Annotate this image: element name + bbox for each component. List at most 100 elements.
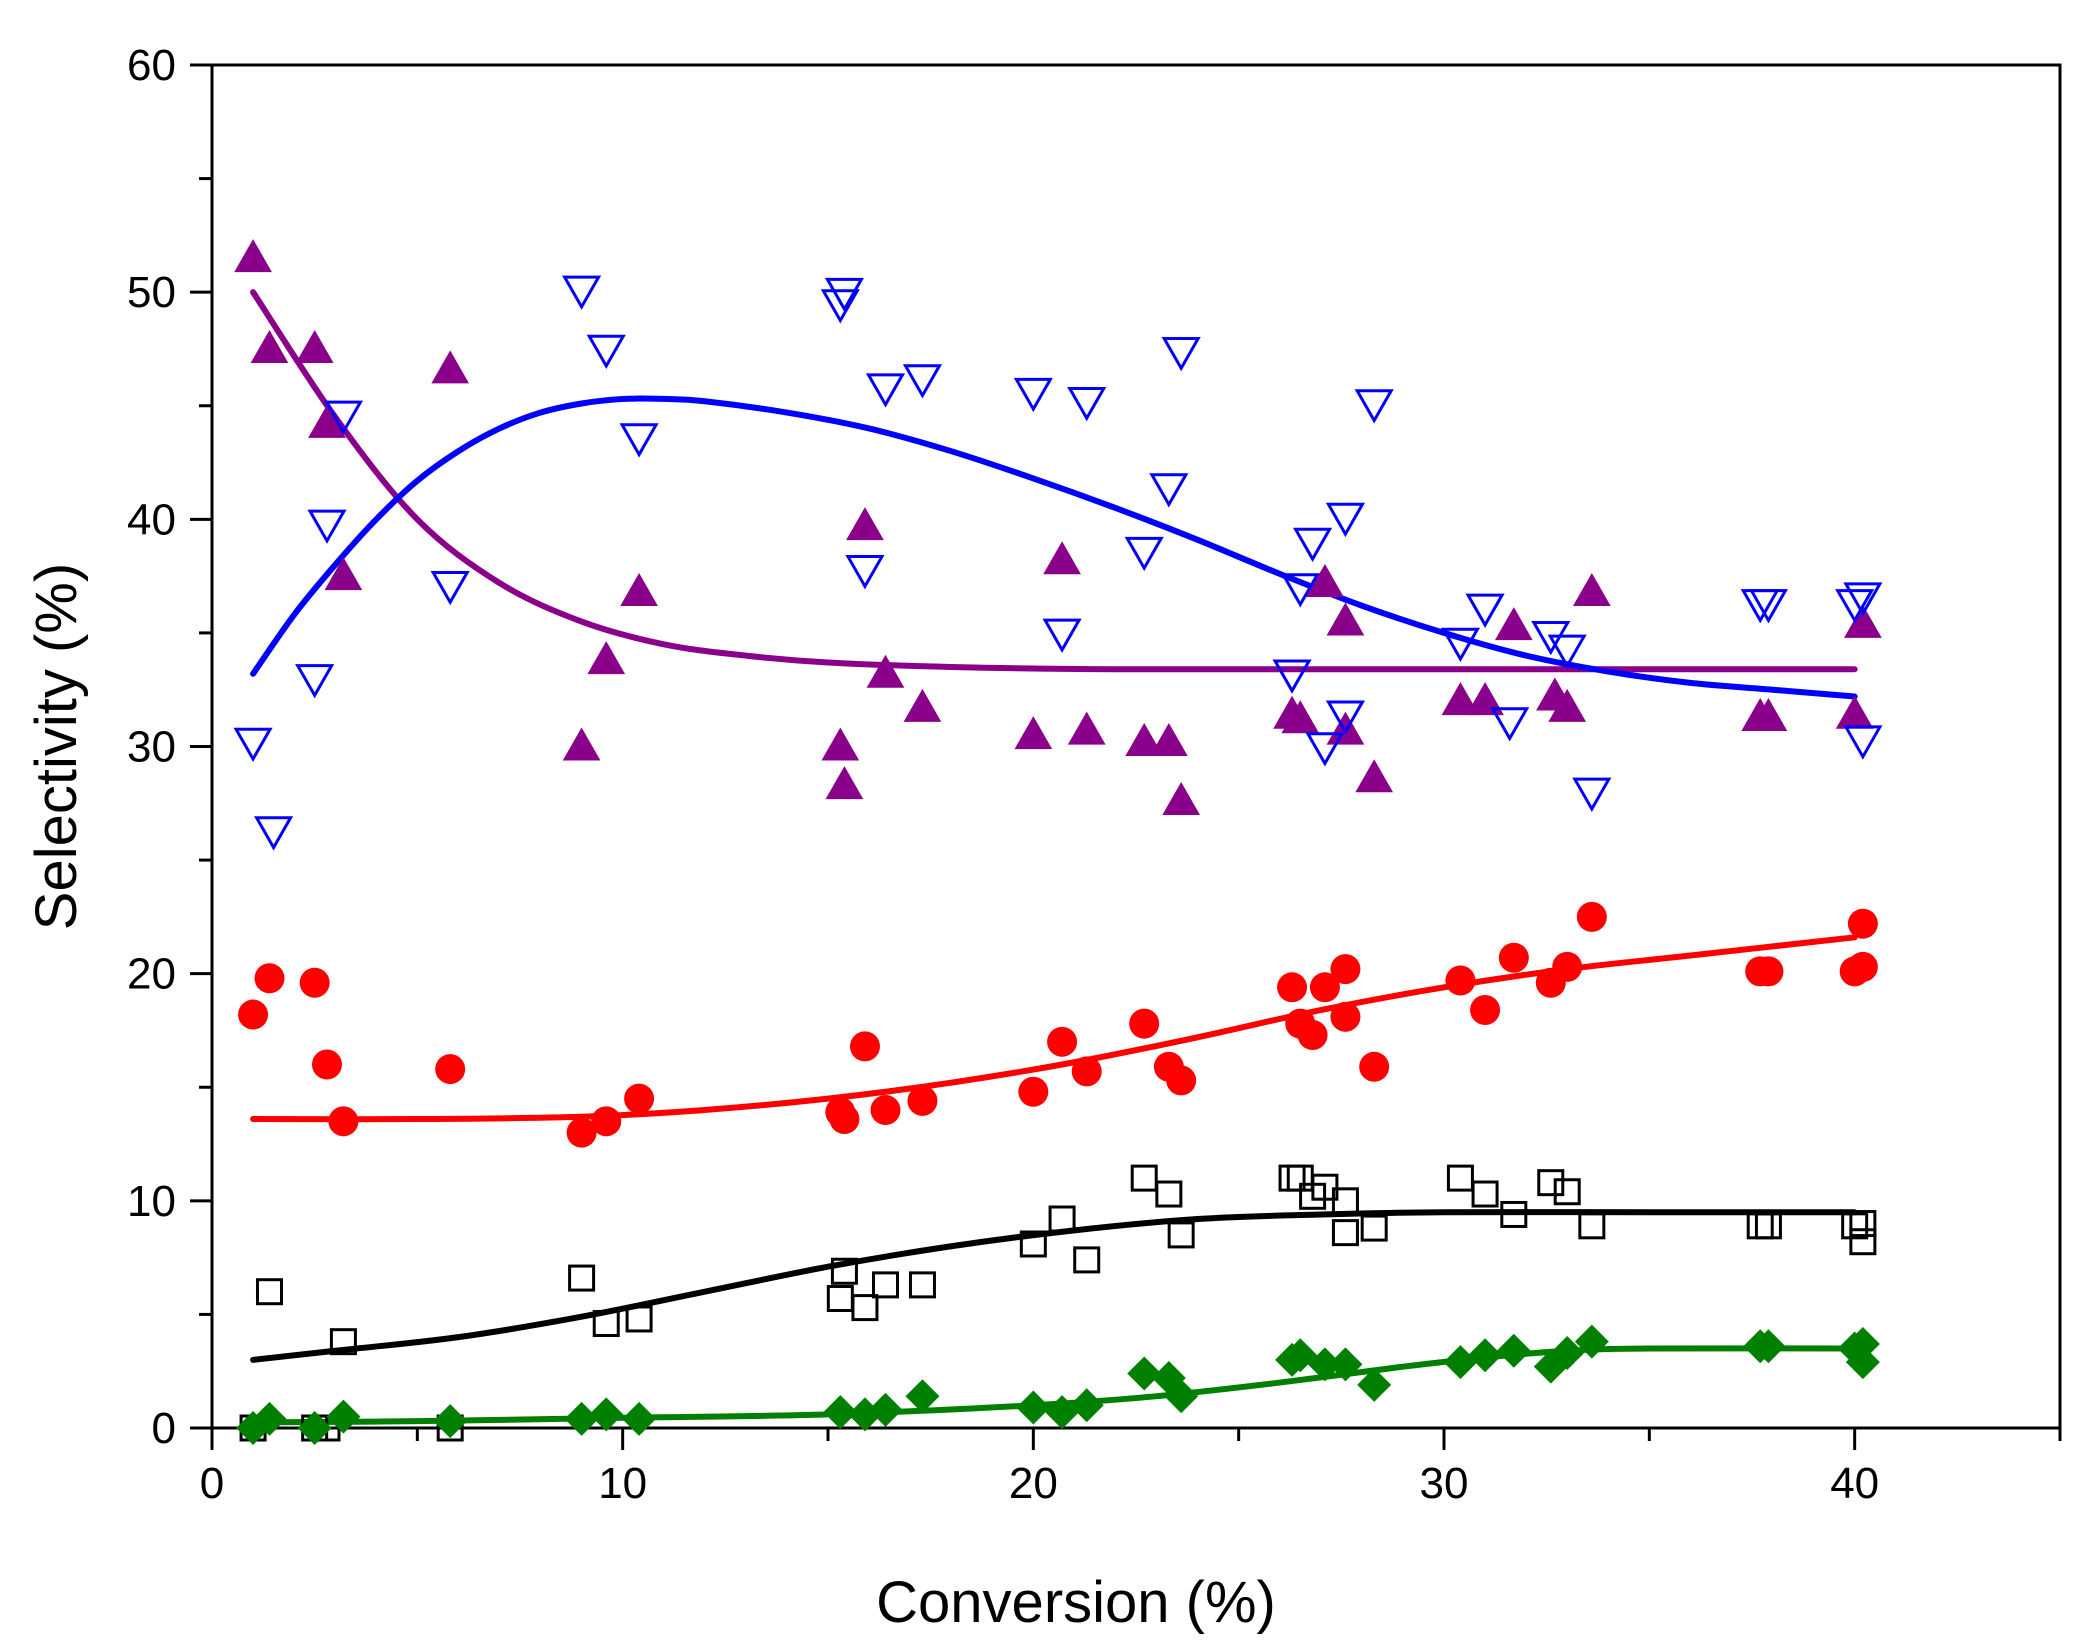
blue-open-inverted-triangle-fit-line <box>250 395 1858 700</box>
red-filled-circle-point <box>1847 908 1878 939</box>
purple-filled-triangle-point <box>295 329 334 363</box>
black-open-square-point <box>1754 1212 1782 1240</box>
purple-filled-triangle-point <box>1043 541 1081 575</box>
purple-filled-triangle-point <box>1835 695 1874 729</box>
black-open-square-point <box>1446 1164 1474 1192</box>
blue-open-inverted-triangle-point <box>1843 725 1883 760</box>
data-markers <box>233 239 1883 1445</box>
black-open-square-point <box>625 1305 653 1333</box>
red-filled-circle-point <box>1018 1076 1049 1107</box>
purple-filled-triangle-point <box>1326 602 1365 636</box>
purple-filled-triangle-point <box>431 350 470 384</box>
green-filled-diamond-point <box>433 1404 468 1439</box>
purple-filled-triangle-point <box>587 641 626 675</box>
blue-open-inverted-triangle-point <box>1280 573 1320 608</box>
green-filled-diamond-point <box>1550 1336 1585 1371</box>
green-filled-diamond-point <box>905 1379 940 1414</box>
green-filled-diamond-point <box>1127 1356 1162 1391</box>
purple-filled-triangle-point <box>821 727 860 761</box>
black-open-square-point <box>871 1271 899 1299</box>
purple-filled-triangle-point <box>1149 722 1188 756</box>
blue-open-inverted-triangle-point <box>1293 527 1333 563</box>
purple-filled-triangle-point <box>1548 688 1587 722</box>
y-tick-label: 60 <box>127 41 176 90</box>
red-filled-circle-point <box>849 1031 880 1062</box>
axis-ticks: 0 10 20 30 40 0 10 20 30 40 50 60 <box>127 41 2062 1508</box>
x-tick-label: 10 <box>598 1459 647 1508</box>
purple-filled-triangle-point <box>846 507 884 541</box>
red-filled-circle-point <box>1359 1051 1390 1082</box>
purple-filled-triangle-point <box>1162 782 1201 816</box>
red-filled-circle-fit-line <box>250 934 1858 1123</box>
black-open-square-point <box>1331 1219 1359 1247</box>
red-filled-circle-series <box>238 901 1878 1148</box>
blue-open-inverted-triangle-point <box>1835 589 1875 624</box>
red-filled-circle-point <box>254 963 285 994</box>
red-filled-circle-point <box>1576 901 1607 932</box>
purple-filled-triangle-point <box>324 557 363 591</box>
black-open-square-point <box>1360 1214 1388 1242</box>
purple-filled-triangle-point <box>250 329 289 363</box>
blue-open-inverted-triangle-point <box>1843 582 1883 617</box>
red-filled-circle-point <box>624 1083 655 1114</box>
blue-open-inverted-triangle-point <box>254 816 294 851</box>
y-tick-label: 50 <box>127 268 176 317</box>
blue-open-inverted-triangle-point <box>1325 700 1366 735</box>
red-filled-circle-point <box>1277 972 1308 1003</box>
green-filled-diamond-point <box>589 1397 624 1432</box>
blue-open-inverted-triangle-point <box>1354 389 1394 424</box>
green-filled-diamond-point <box>297 1411 332 1445</box>
red-filled-circle-point <box>1498 942 1529 973</box>
purple-filled-triangle-point <box>562 727 601 761</box>
red-filled-circle-point <box>1847 951 1878 982</box>
black-open-square-point <box>1537 1169 1565 1197</box>
black-open-square-series <box>239 1164 1877 1442</box>
purple-filled-triangle-point <box>1355 759 1394 793</box>
green-filled-diamond-point <box>1574 1324 1609 1359</box>
blue-open-inverted-triangle-point <box>562 275 602 310</box>
y-tick-label: 40 <box>127 495 176 544</box>
black-open-square-point <box>1048 1205 1076 1233</box>
black-open-square-point <box>568 1264 596 1292</box>
purple-filled-triangle-point <box>1125 722 1164 756</box>
blue-open-inverted-triangle-point <box>1013 377 1053 413</box>
red-filled-circle-point <box>1330 954 1361 985</box>
y-tick-label: 30 <box>127 723 176 772</box>
blue-open-inverted-triangle-point <box>295 664 335 699</box>
black-open-square-point <box>826 1285 854 1313</box>
black-open-square-point <box>1155 1180 1183 1208</box>
green-filled-diamond-point <box>1307 1347 1342 1382</box>
green-filled-diamond-point <box>1164 1379 1199 1414</box>
purple-filled-triangle-series <box>234 239 1882 816</box>
green-filled-diamond-point <box>1045 1395 1080 1430</box>
black-open-square-point <box>1019 1230 1047 1258</box>
black-open-square-point <box>1578 1212 1606 1240</box>
black-open-square-point <box>1849 1228 1877 1256</box>
blue-open-inverted-triangle-point <box>1149 473 1189 508</box>
black-open-square-point <box>908 1271 936 1299</box>
green-filled-diamond-point <box>622 1401 657 1436</box>
y-tick-label: 10 <box>127 1177 176 1226</box>
red-filled-circle-point <box>1330 1001 1361 1032</box>
blue-open-inverted-triangle-point <box>1067 386 1107 422</box>
red-filled-circle-point <box>1297 1020 1328 1051</box>
red-filled-circle-point <box>311 1049 342 1080</box>
purple-filled-triangle-point <box>825 766 864 800</box>
green-filled-diamond-point <box>1357 1367 1392 1402</box>
black-open-square-point <box>329 1328 357 1356</box>
blue-open-inverted-triangle-point <box>1042 618 1082 653</box>
black-open-square-point <box>255 1278 283 1306</box>
purple-filled-triangle-point <box>1281 700 1320 734</box>
green-filled-diamond-series <box>236 1324 1880 1445</box>
green-filled-diamond-point <box>1443 1345 1478 1380</box>
red-filled-circle-point <box>591 1106 622 1137</box>
blue-open-inverted-triangle-series <box>233 275 1883 851</box>
y-tick-label: 20 <box>127 950 176 999</box>
red-filled-circle-point <box>1470 995 1501 1026</box>
blue-open-inverted-triangle-point <box>845 555 885 590</box>
green-filled-diamond-point <box>1468 1338 1503 1373</box>
blue-open-inverted-triangle-point <box>1305 732 1345 767</box>
x-tick-label: 30 <box>1420 1459 1469 1508</box>
purple-filled-triangle-point <box>866 654 905 688</box>
green-filled-diamond-point <box>1845 1345 1880 1380</box>
